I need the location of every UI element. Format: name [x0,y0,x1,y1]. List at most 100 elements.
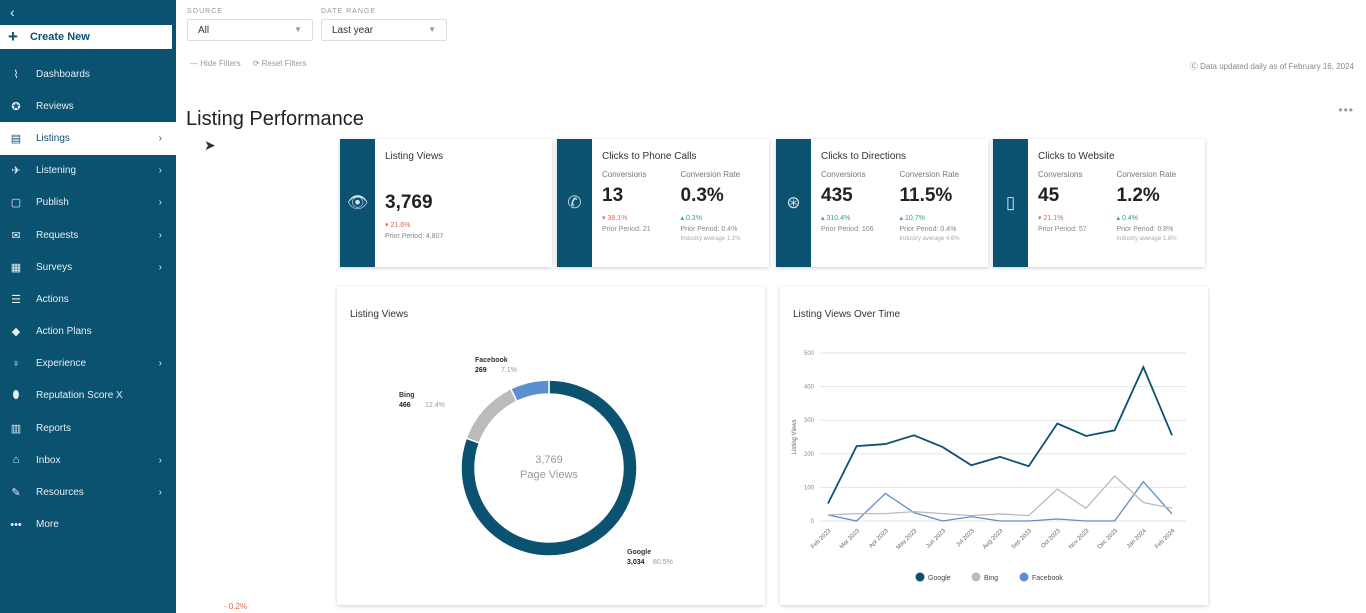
surveys-icon: ▦ [10,261,22,274]
x-tick-label: Nov 2023 [1068,528,1091,551]
metric-change: ▾ 38.1% [602,215,628,222]
donut-chart: Google 3,034 80.5% Bing 466 12.4% Facebook 269 7… [399,357,673,566]
metric-change: ▾ 21.1% [1038,215,1064,222]
line-chart: 0 100 200 300 400 500 Listing Views Feb 2023 Mar… [792,351,1186,582]
sidebar-item-label: Action Plans [36,326,92,338]
collapse-sidebar-button[interactable]: ‹ [10,4,15,20]
card-title: Clicks to Phone Calls [602,151,697,162]
reset-filters-link[interactable]: ⟳ Reset Filters [252,59,307,68]
create-new-button[interactable]: + Create New [0,25,172,49]
sidebar-item-label: Publish [36,197,69,209]
sidebar-item-label: Inbox [36,454,61,466]
prior-period: Prior Period: 0.4% [680,226,738,233]
sidebar-item-listening[interactable]: ✈ Listening › [0,155,176,187]
panel-title: Listing Views Over Time [793,309,901,320]
legend-marker-google [915,572,925,582]
sidebar-item-label: Reputation Score X [36,390,123,402]
x-tick-label: Dec 2023 [1097,528,1120,551]
legend-label: Bing [984,575,998,582]
plus-icon: + [8,27,18,46]
sidebar-nav: ⌇ Dashboards ✪ Reviews ▤ Listings › ✈ Listening ›… [0,58,176,541]
sidebar-item-reports[interactable]: ▥ Reports [0,412,176,444]
panel-title: Listing Views [350,309,409,320]
sidebar-item-listings[interactable]: ▤ Listings › [0,122,176,155]
metric-value: 0.3% [680,185,724,206]
slice-value: 466 [399,402,411,409]
prior-period: Prior Period: 0.8% [1116,226,1174,233]
sidebar-item-dashboards[interactable]: ⌇ Dashboards [0,58,176,90]
listing-views-donut-panel: Listing Views Google 3,034 80.5% Bing 466 12.… [337,287,765,605]
series-line-bing [827,475,1173,517]
chevron-right-icon: › [158,358,162,370]
legend-label: Facebook [1032,575,1063,582]
sidebar-item-reputation-score-x[interactable]: ⬮ Reputation Score X [0,380,176,412]
kpi-card-listing-views: 👁 Listing Views 3,769 ▾ 21.6% Prior Period: … [340,139,552,267]
industry-average: Industry average 4.6% [899,236,960,242]
metric-change: ▴ 10.7% [899,215,925,222]
sidebar-item-label: Reviews [36,100,74,112]
sidebar-item-label: Reports [36,422,72,434]
x-tick-label: Jul 2023 [955,528,976,549]
y-tick-label: 500 [804,351,815,357]
inbox-icon: ⌂ [12,454,20,467]
source-select[interactable]: All ▼ [187,19,313,41]
slice-percent: 80.5% [653,559,673,566]
x-tick-label: Oct 2023 [1040,528,1062,550]
center-value: 3,769 [535,454,563,466]
prior-period: Prior Period: 106 [821,226,874,233]
metric-value: 3,769 [385,192,433,213]
chevron-right-icon: › [158,197,162,209]
y-tick-label: 100 [804,485,815,491]
y-axis-label: Listing Views [792,420,798,455]
mobile-icon: ▯ [1005,193,1016,212]
chevron-right-icon: › [158,261,162,273]
metric-label: Conversions [821,170,866,179]
sidebar-item-actions[interactable]: ☰ Actions [0,283,176,315]
requests-icon: ✉ [11,229,21,242]
series-line-google [827,364,1173,504]
sidebar-item-inbox[interactable]: ⌂ Inbox › [0,444,176,476]
x-tick-label: Aug 2023 [982,528,1005,551]
action-plans-icon: ◆ [11,326,21,339]
sidebar-item-requests[interactable]: ✉ Requests › [0,219,176,251]
sidebar-item-resources[interactable]: ✎ Resources › [0,476,176,508]
kpi-card-clicks-to-directions: ⊛ Clicks to Directions Conversions 435 ▴ 310… [776,139,988,267]
sidebar-item-reviews[interactable]: ✪ Reviews [0,90,176,122]
more-options-button[interactable]: ••• [1338,103,1354,117]
reviews-icon: ✪ [11,100,21,113]
y-tick-label: 300 [804,418,815,424]
mouse-cursor-icon: ➤ [204,137,216,153]
metric-label: Conversions [1038,170,1083,179]
slice-label: Bing [399,392,415,399]
x-tick-label: Mar 2023 [839,528,862,551]
slice-value: 3,034 [627,559,645,566]
date-range-select[interactable]: Last year ▼ [321,19,447,41]
metric-change: ▴ 310.4% [821,215,851,222]
sidebar-item-publish[interactable]: ▢ Publish › [0,187,176,219]
industry-average: Industry average 1.8% [1116,236,1177,242]
chevron-right-icon: › [158,132,162,144]
sidebar-item-surveys[interactable]: ▦ Surveys › [0,251,176,283]
chevron-right-icon: › [158,229,162,241]
sidebar-item-more[interactable]: ••• More [0,509,176,541]
slice-label: Facebook [475,357,508,364]
steering-wheel-icon: ⊛ [786,193,801,212]
donut-slice-bing [465,387,518,444]
prior-period: Prior Period: 4,807 [385,233,444,240]
prior-period: Prior Period: 0.4% [899,226,957,233]
kpi-card-clicks-to-website: ▯ Clicks to Website Conversions 45 ▾ 21.1% Pr… [993,139,1205,267]
page-title: Listing Performance [186,108,364,130]
y-tick-label: 400 [804,385,815,391]
metric-label: Conversions [602,170,647,179]
sidebar: ‹ + Create New ⌇ Dashboards ✪ Reviews ▤ Listin… [0,0,176,613]
create-new-label: Create New [29,31,90,43]
hide-filters-link[interactable]: — Hide Filters [190,59,241,68]
source-label: SOURCE [187,8,223,15]
sidebar-item-experience[interactable]: ♀ Experience › [0,348,176,380]
date-range-value: Last year [332,25,374,36]
listing-views-over-time-panel: Listing Views Over Time 0 100 200 300 400 500… [780,287,1208,605]
sidebar-item-action-plans[interactable]: ◆ Action Plans [0,316,176,348]
slice-percent: 7.1% [501,367,517,374]
chevron-right-icon: › [158,165,162,177]
metric-change: ▴ 0.3% [680,215,702,222]
